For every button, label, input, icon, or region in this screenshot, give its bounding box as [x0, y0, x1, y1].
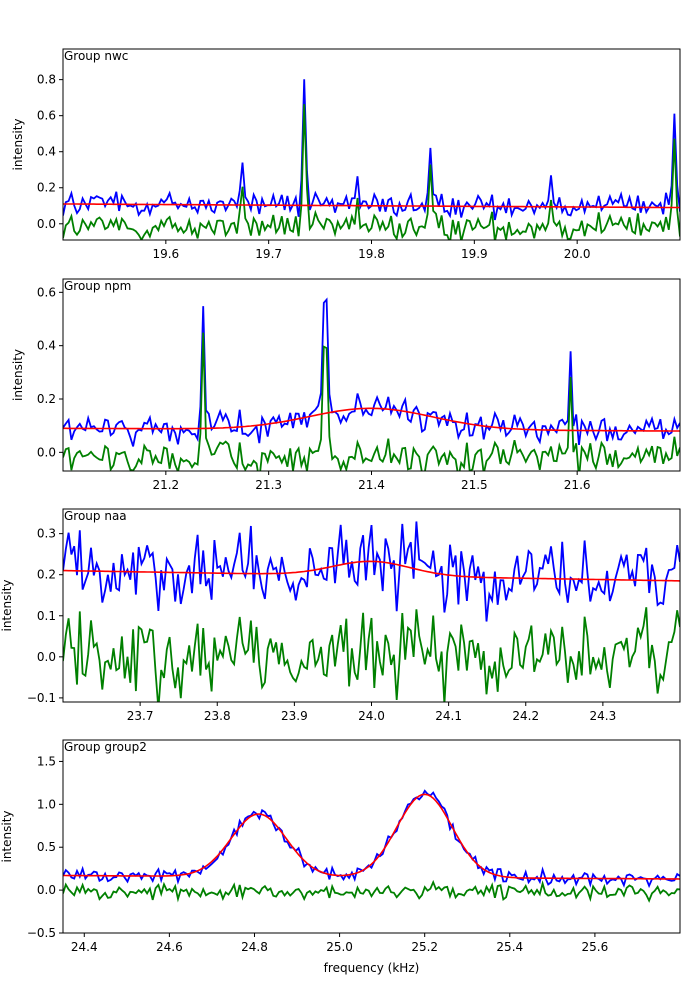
y-tick-label: 0.2	[37, 568, 56, 582]
panel-title: Group nwc	[64, 49, 128, 63]
y-axis-label: intensity	[11, 349, 25, 401]
x-tick-label: 23.9	[281, 709, 308, 723]
series-line-green	[63, 879, 680, 903]
y-tick-label: 1.5	[37, 754, 56, 768]
x-tick-label: 25.6	[582, 940, 609, 954]
x-tick-label: 20.0	[564, 247, 591, 261]
axes-frame	[62, 48, 681, 241]
series-line-green	[63, 104, 680, 240]
series-line-blue	[63, 521, 680, 622]
y-tick-label: 0.0	[37, 217, 56, 231]
x-tick-label: 24.4	[71, 940, 98, 954]
x-tick-label: 23.7	[127, 709, 154, 723]
y-tick-label: 0.1	[37, 609, 56, 623]
x-tick-label: 19.6	[152, 247, 179, 261]
y-tick-label: 0.0	[37, 650, 56, 664]
x-tick-label: 21.6	[564, 478, 591, 492]
x-tick-label: 21.5	[461, 478, 488, 492]
panel-title: Group group2	[64, 740, 147, 754]
x-tick-label: 25.0	[326, 940, 353, 954]
panel-4: 24.4 24.6 24.8 25.0 25.2 25.4 25.6 −0.5 0.0 0.5 1.…	[0, 739, 681, 975]
y-axis-label: intensity	[0, 810, 14, 862]
series-line-fit	[63, 407, 680, 432]
x-tick-label: 24.6	[156, 940, 183, 954]
x-tick-label: 25.2	[411, 940, 438, 954]
y-tick-label: −0.1	[27, 691, 56, 705]
panel-title: Group naa	[64, 509, 127, 523]
y-axis-label: intensity	[0, 579, 14, 631]
y-tick-label: 0.8	[37, 73, 56, 87]
x-tick-label: 23.8	[204, 709, 231, 723]
y-tick-label: 0.0	[37, 445, 56, 459]
x-axis-label: frequency (kHz)	[324, 961, 420, 975]
y-axis-label: intensity	[11, 118, 25, 170]
y-tick-label: 0.2	[37, 392, 56, 406]
y-tick-label: −0.5	[27, 926, 56, 940]
x-tick-label: 24.3	[590, 709, 617, 723]
panel-1: 19.6 19.7 19.8 19.9 20.0 0.0 0.2 0.4 0.6 0.8 inten…	[11, 48, 681, 261]
axes-frame	[62, 278, 681, 472]
x-tick-label: 24.1	[435, 709, 462, 723]
x-tick-label: 19.7	[255, 247, 282, 261]
x-tick-label: 19.8	[358, 247, 385, 261]
x-tick-label: 21.2	[152, 478, 179, 492]
y-tick-label: 0.3	[37, 527, 56, 541]
y-tick-label: 0.0	[37, 883, 56, 897]
series-line-green	[63, 607, 680, 702]
series-line-blue	[63, 79, 680, 221]
panel-title: Group npm	[64, 279, 131, 293]
x-tick-label: 25.4	[496, 940, 523, 954]
series-line-fit	[63, 203, 680, 209]
x-tick-label: 21.4	[358, 478, 385, 492]
series-line-green	[63, 332, 680, 471]
y-tick-label: 1.0	[37, 797, 56, 811]
y-tick-label: 0.4	[37, 145, 56, 159]
series-line-fit	[63, 793, 680, 880]
x-tick-label: 24.8	[241, 940, 268, 954]
x-tick-label: 24.2	[512, 709, 539, 723]
y-tick-label: 0.6	[37, 285, 56, 299]
y-tick-label: 0.2	[37, 181, 56, 195]
series-line-blue	[63, 297, 680, 447]
y-tick-label: 0.5	[37, 840, 56, 854]
axes-frame	[62, 739, 681, 934]
y-tick-label: 0.4	[37, 339, 56, 353]
x-tick-label: 24.0	[358, 709, 385, 723]
x-tick-label: 21.3	[255, 478, 282, 492]
panel-3: 23.7 23.8 23.9 24.0 24.1 24.2 24.3 −0.1 0.0 0.1 0.…	[0, 508, 681, 723]
y-tick-label: 0.6	[37, 109, 56, 123]
series-line-blue	[63, 789, 680, 889]
series-line-fit	[63, 560, 680, 582]
panel-2: 21.2 21.3 21.4 21.5 21.6 0.0 0.2 0.4 0.6 intensit…	[11, 278, 681, 492]
x-tick-label: 19.9	[461, 247, 488, 261]
